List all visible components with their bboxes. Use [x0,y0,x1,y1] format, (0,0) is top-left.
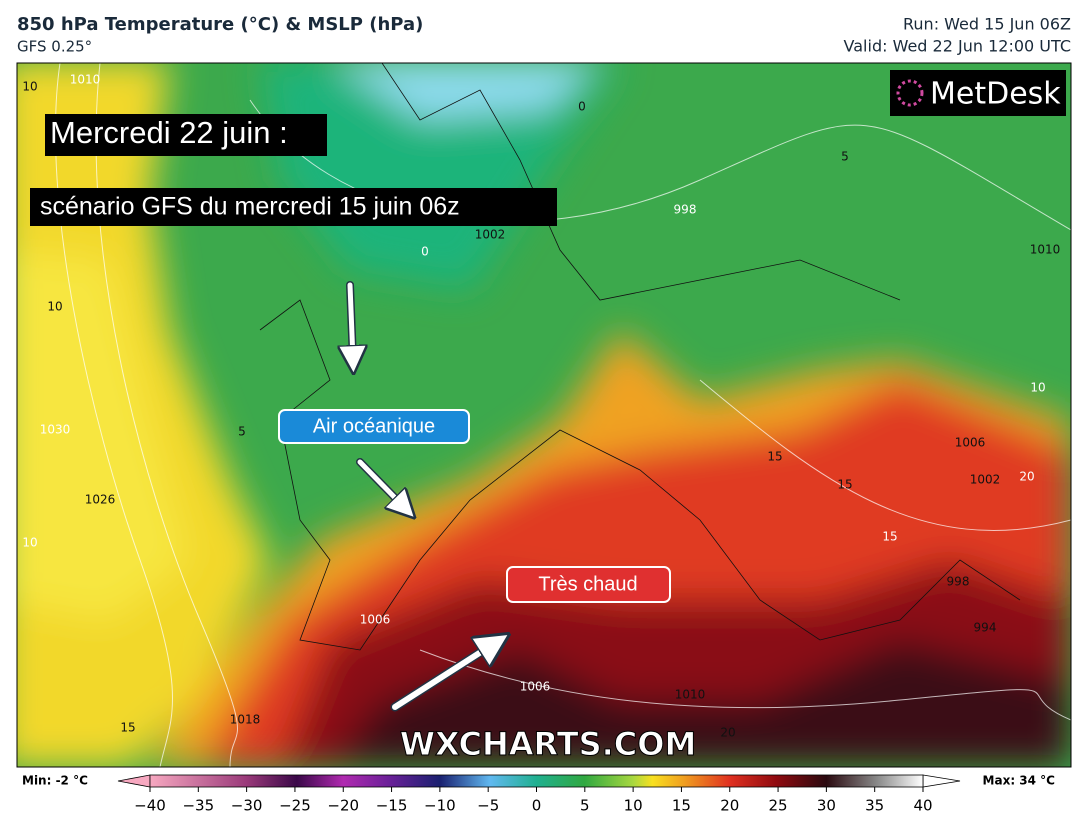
colorbar-tick-label: −5 [477,797,499,815]
contour-label: 1006 [360,613,391,627]
contour-label: 1018 [230,713,261,727]
colorbar-tick-label: 35 [865,797,884,815]
contour-label: 5 [841,150,849,164]
colorbar-tick-label: −20 [327,797,359,815]
colorbar-tick-label: −40 [134,797,166,815]
logo-box [890,70,1066,116]
run: Run: Wed 15 Jun 06Z [903,15,1071,34]
contour-label: 0 [578,100,586,114]
caption-scenario: scénario GFS du mercredi 15 juin 06z [40,193,460,221]
logo-icon [896,79,924,107]
contour-label: 1026 [85,493,116,507]
colorbar-min: Min: -2 °C [22,774,88,788]
colorbar-tick-label: −35 [182,797,214,815]
colorbar-end [922,774,961,788]
contour-label: 10 [47,300,62,314]
contour-label: 1006 [955,436,986,450]
colorbar-tick-label: 25 [769,797,788,815]
arrows [350,281,495,712]
colorbar-tick-label: 30 [817,797,836,815]
contour-label: 15 [882,530,897,544]
contour-label: 10 [22,536,37,550]
colorbar-tick-label: −15 [376,797,408,815]
colorbar-tick-label: 15 [672,797,691,815]
colorbar-tick-label: 0 [532,797,542,815]
contour-label: 10 [22,80,37,94]
contour-label: 1030 [40,423,71,437]
colorbar-tick-label: 40 [913,797,932,815]
colorbar-max: Max: 34 °C [983,774,1056,788]
colorbar-tick-label: 5 [580,797,590,815]
model: GFS 0.25° [17,38,92,56]
valid: Valid: Wed 22 Jun 12:00 UTC [844,37,1071,56]
contour-label: 15 [767,450,782,464]
watermark: WXCHARTS.COM [400,725,697,763]
contour-label: 1010 [1030,243,1061,257]
title: 850 hPa Temperature (°C) & MSLP (hPa) [17,14,423,35]
contour-label: 1010 [675,688,706,702]
colorbar [149,774,924,788]
contour-label: 1002 [970,473,1001,487]
contour-label: 998 [947,575,970,589]
contour-label: 1010 [70,73,101,87]
caption-box [30,188,557,226]
contour-label: 1002 [475,228,506,242]
contour-label: 994 [974,621,997,635]
contour-label: 15 [837,478,852,492]
contour-label: 998 [674,203,697,217]
map [17,63,1071,767]
label-ocean: Air océanique [313,415,435,437]
contour-label: 20 [720,726,735,740]
caption-date: Mercredi 22 juin : [50,115,288,150]
contour-label: 20 [1019,470,1034,484]
map-frame [16,62,1072,768]
contour-label: 1006 [520,680,551,694]
colorbar-end [117,774,151,788]
label-hot: Très chaud [538,573,637,595]
colorbar-tick-label: 10 [624,797,643,815]
contour-label: 0 [421,245,429,259]
hot-box [506,566,671,603]
colorbar-tick-label: −10 [424,797,456,815]
contour-label: 5 [238,425,246,439]
ocean-box [278,409,470,444]
colorbar-tick-label: −25 [279,797,311,815]
caption-box [45,114,327,156]
logo: MetDesk [930,77,1061,112]
contour-label: 15 [120,721,135,735]
colorbar-tick-label: 20 [720,797,739,815]
colorbar-tick-label: −30 [231,797,263,815]
contour-label: 10 [1030,381,1045,395]
